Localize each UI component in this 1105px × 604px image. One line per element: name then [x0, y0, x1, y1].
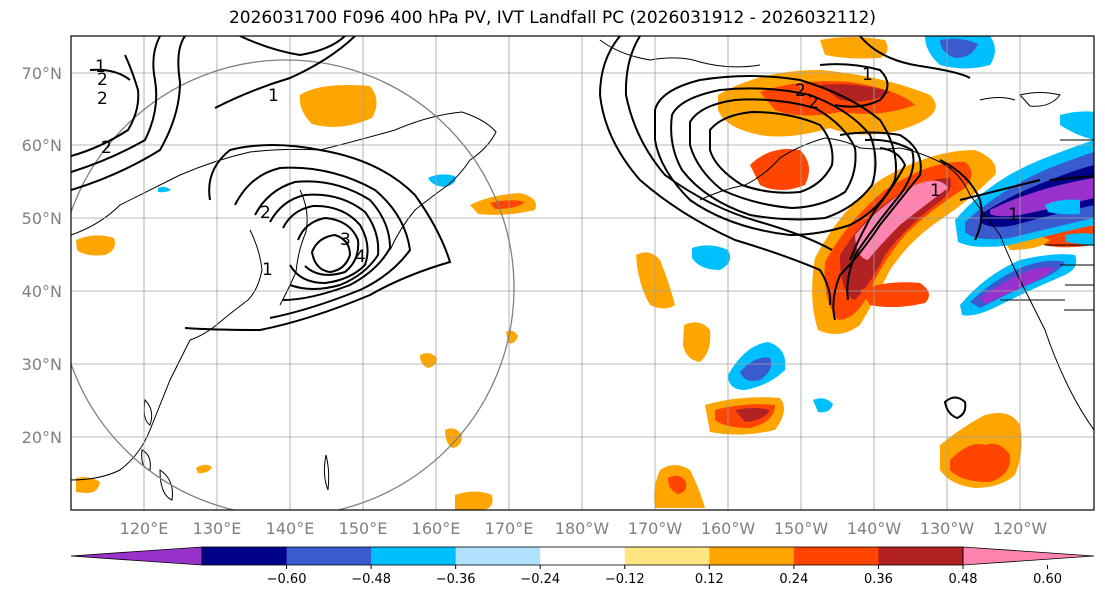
contour-label: 2	[795, 81, 806, 101]
contour-label: 2	[101, 138, 112, 158]
colorbar-segment	[371, 547, 457, 565]
lon-tick-label: 150°W	[774, 519, 829, 538]
longitude-axis: 120°E 130°E 140°E 150°E 160°E 170°E 180°…	[120, 519, 1048, 538]
pv-contour-labels: 1 2 2 2 1 3 4 2 1 2 2 1 1 1	[95, 57, 1019, 280]
lon-tick-label: 140°W	[847, 519, 902, 538]
ivt-positive-shading	[76, 37, 1094, 510]
contour-label: 1	[1008, 205, 1019, 225]
colorbar-segment	[878, 547, 964, 565]
colorbar-tick-label: −0.24	[520, 572, 560, 587]
lon-tick-label: 150°E	[339, 519, 388, 538]
colorbar-segment	[709, 547, 795, 565]
map-title: 2026031700 F096 400 hPa PV, IVT Landfall…	[228, 8, 876, 28]
colorbar: −0.60 −0.48 −0.36 −0.24 −0.12 0.12 0.24 0.36 0.4…	[70, 546, 1095, 587]
contour-label: 1	[862, 65, 873, 85]
colorbar-segment	[202, 547, 288, 565]
lon-tick-label: 140°E	[266, 519, 315, 538]
lon-tick-label: 120°E	[120, 519, 169, 538]
map-panel: 1 2 2 2 1 3 4 2 1 2 2 1 1 1	[71, 36, 1094, 510]
lon-tick-label: 120°W	[993, 519, 1048, 538]
colorbar-extend-low	[70, 546, 203, 566]
colorbar-outline	[201, 546, 964, 566]
colorbar-tick-label: −0.12	[605, 572, 645, 587]
colorbar-tick-label: 0.36	[864, 572, 893, 587]
lat-tick-label: 60°N	[22, 136, 62, 155]
map-frame	[70, 35, 1095, 511]
pv-contours	[71, 36, 1094, 420]
colorbar-tick-label: 0.48	[949, 572, 978, 587]
contour-label: 1	[930, 181, 941, 201]
colorbar-segment	[793, 547, 879, 565]
colorbar-extend-high	[962, 546, 1095, 566]
ivt-negative-shading	[158, 36, 1094, 413]
lon-tick-label: 170°W	[628, 519, 683, 538]
contour-label: 4	[355, 247, 366, 267]
lon-tick-label: 180°W	[555, 519, 610, 538]
latitude-axis: 70°N 60°N 50°N 40°N 30°N 20°N	[22, 64, 62, 447]
graticule	[71, 36, 1094, 510]
colorbar-tick-label: −0.36	[436, 572, 476, 587]
contour-label: 1	[268, 86, 279, 106]
colorbar-segment	[286, 547, 372, 565]
lat-tick-label: 50°N	[22, 209, 62, 228]
colorbar-segment	[455, 547, 541, 565]
colorbar-tick-label: 0.12	[695, 572, 724, 587]
colorbar-tick-label: 0.60	[1033, 572, 1062, 587]
contour-label: 3	[340, 230, 351, 250]
lat-tick-label: 40°N	[22, 282, 62, 301]
lon-tick-label: 160°W	[701, 519, 756, 538]
lon-tick-label: 160°E	[412, 519, 461, 538]
contour-label: 2	[97, 70, 108, 90]
range-circle	[71, 59, 515, 510]
lat-tick-label: 30°N	[22, 355, 62, 374]
lat-tick-label: 20°N	[22, 428, 62, 447]
contour-label: 1	[95, 57, 106, 77]
lon-tick-label: 130°E	[193, 519, 242, 538]
contour-label: 2	[808, 93, 819, 113]
lat-tick-label: 70°N	[22, 64, 62, 83]
colorbar-tick-label: 0.24	[779, 572, 808, 587]
colorbar-segment	[624, 547, 710, 565]
colorbar-segment	[540, 547, 626, 565]
lon-tick-label: 130°W	[920, 519, 975, 538]
contour-label: 2	[260, 203, 271, 223]
colorbar-tick-label: −0.60	[267, 572, 307, 587]
colorbar-tick-label: −0.48	[351, 572, 391, 587]
contour-label: 1	[262, 260, 273, 280]
contour-label: 2	[97, 89, 108, 109]
lon-tick-label: 170°E	[485, 519, 534, 538]
